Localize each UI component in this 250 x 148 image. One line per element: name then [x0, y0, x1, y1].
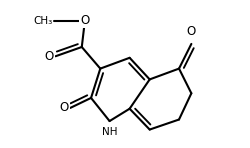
Text: NH: NH [102, 127, 117, 137]
Text: O: O [80, 14, 90, 27]
Text: O: O [187, 25, 196, 38]
Text: CH₃: CH₃ [33, 16, 52, 26]
Text: O: O [45, 50, 54, 63]
Text: O: O [60, 101, 69, 114]
